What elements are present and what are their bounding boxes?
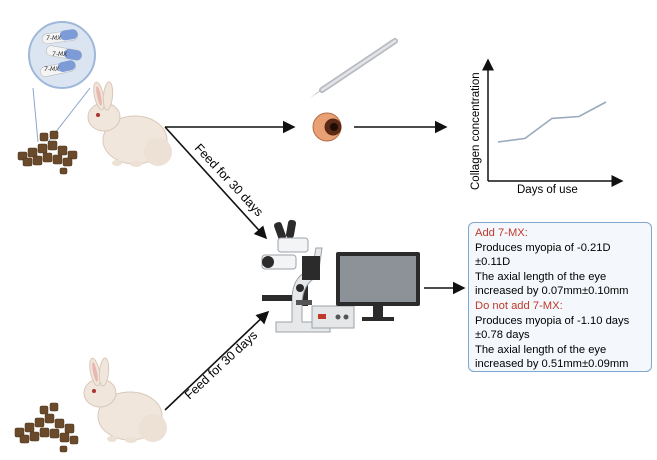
microscope-icon	[261, 219, 331, 333]
pill-callout: 7-MX 7-MX 7-MX	[28, 21, 96, 143]
collagen-line	[497, 101, 607, 143]
pill-label-3: 7-MX	[44, 66, 60, 73]
no-line-1: Produces myopia of -1.10 days	[475, 314, 630, 327]
add-7mx-title: Add 7-MX:	[475, 227, 528, 239]
graph-x-label: Days of use	[517, 184, 578, 196]
arrow-bottom-to-microscope	[164, 310, 270, 411]
rabbit-bottom	[83, 357, 167, 443]
no-line-2: ±0.78 days	[475, 329, 530, 342]
eyeball-icon	[312, 112, 342, 142]
scalpel-icon	[310, 38, 398, 98]
results-box: Add 7-MX: Produces myopia of -0.21D ±0.1…	[468, 222, 652, 372]
graph-y-label: Collagen concentration	[470, 72, 482, 190]
add-line-3: The axial length of the eye	[475, 270, 607, 283]
no-line-4: increased by 0.51mm±0.09mm	[475, 358, 629, 371]
pill-label-2: 7-MX	[52, 51, 68, 58]
collagen-graph	[482, 58, 624, 187]
add-line-2: ±0.11D	[475, 256, 511, 269]
add-line-4: increased by 0.07mm±0.10mm	[475, 285, 629, 298]
food-pellets-bottom	[14, 402, 79, 453]
pill-label-1: 7-MX	[46, 35, 62, 42]
no-7mx-title: Do not add 7-MX:	[475, 299, 563, 312]
food-pellets-top	[17, 130, 78, 175]
controller-box	[311, 305, 355, 329]
add-line-1: Produces myopia of -0.21D	[475, 241, 611, 254]
pill-2	[45, 45, 83, 61]
rabbit-top	[87, 81, 172, 167]
pill-3	[39, 60, 77, 78]
arrow-top-to-microscope	[164, 126, 268, 240]
flow-arrows	[164, 120, 466, 411]
monitor-icon	[336, 252, 420, 321]
pill-1	[41, 29, 79, 45]
no-line-3: The axial length of the eye	[475, 343, 607, 356]
